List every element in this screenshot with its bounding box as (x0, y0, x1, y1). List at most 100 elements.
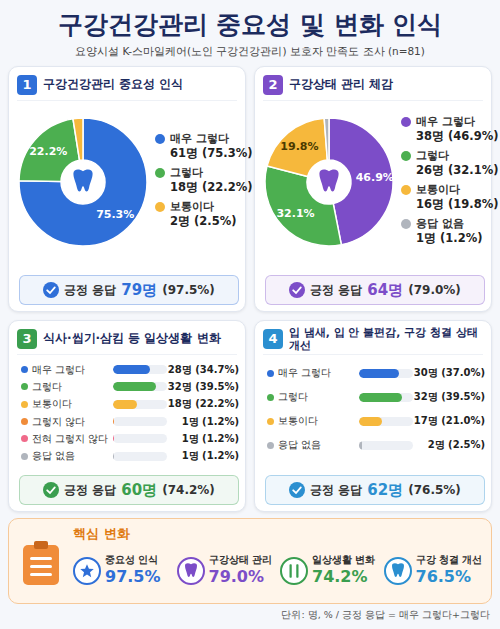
check-icon (43, 482, 59, 498)
footnote: 단위: 명, % / 긍정 응답 = 매우 그렇다+그렇다 (10, 609, 490, 622)
legend-dot (401, 219, 411, 229)
tooth-icon (73, 170, 92, 192)
icon-glyph (392, 563, 404, 577)
tooth (185, 563, 197, 577)
legend-count: 2명 (2.5%) (170, 214, 236, 229)
summary: 핵심 변화중요성 인식97.5%구강상태 관리79.0%일상생활 변화74.2%… (8, 518, 492, 604)
fork (290, 564, 292, 578)
positive-count: 62명 (367, 481, 403, 500)
positive-box: 긍정 응답60명(74.2%) (19, 475, 239, 505)
pie-slice (73, 118, 83, 160)
icon-glyph (185, 563, 197, 577)
summary-item-icon (280, 557, 308, 585)
bar-row: 응답 없음2명 (2.5%) (255, 433, 493, 457)
summary-item-label: 중요성 인식 (105, 553, 158, 567)
legend-item: 보통이다2명 (2.5%) (155, 199, 241, 233)
legend-dot (401, 185, 411, 195)
panel-title: 구강상태 관리 체감 (289, 77, 485, 92)
legend-dot (155, 202, 165, 212)
summary-item-value: 76.5% (416, 567, 472, 586)
bar-value-label: 1명 (1.2%) (167, 449, 239, 463)
bar-track (359, 441, 413, 450)
category-label: 매우 그렇다 (32, 363, 85, 377)
pie-slice (265, 166, 341, 246)
check-circle (43, 282, 59, 298)
legend-item: 매우 그렇다61명 (75.3%) (155, 131, 241, 165)
category-dot (267, 394, 274, 401)
positive-count: 79명 (121, 281, 157, 300)
category-label: 응답 없음 (32, 449, 75, 463)
bar-value-label: 30명 (37.0%) (413, 366, 485, 380)
bar-track (113, 417, 167, 426)
panel: 4입 냄새, 입 안 불편감, 구강 청결 상태 개선매우 그렇다30명 (37… (254, 320, 492, 512)
category-label: 전혀 그렇지 않다 (32, 432, 108, 446)
legend-item: 응답 없음1명 (1.2%) (401, 216, 487, 250)
bar-track (113, 382, 167, 391)
bar (359, 417, 382, 426)
category-label: 그렇다 (32, 380, 62, 394)
legend-item: 그렇다26명 (32.1%) (401, 148, 487, 182)
bar-track (113, 452, 167, 461)
bar-value-label: 2명 (2.5%) (413, 438, 485, 452)
slice-label: 75.3% (96, 208, 134, 221)
check-icon (43, 282, 59, 298)
category-dot (21, 401, 28, 408)
category-label: 보통이다 (32, 397, 72, 411)
category-label: 그렇다 (278, 390, 308, 404)
tooth-icon (319, 170, 338, 192)
clipboard (23, 545, 59, 585)
summary-item: 구강 청결 개선76.5% (384, 547, 488, 597)
positive-label: 긍정 응답 (310, 482, 362, 499)
positive-label: 긍정 응답 (64, 282, 116, 299)
bar-row: 그렇지 않다1명 (1.2%) (9, 413, 247, 430)
bar (113, 452, 114, 461)
category-dot (267, 442, 274, 449)
summary-item-icon (73, 557, 101, 585)
bar-value-label: 1명 (1.2%) (167, 432, 239, 446)
positive-percent: (97.5%) (162, 283, 215, 297)
legend-count: 16명 (19.8%) (416, 197, 498, 212)
legend-count: 1명 (1.2%) (416, 231, 482, 246)
panel-title: 식사·씹기·삼킴 등 일상생활 변화 (43, 331, 239, 346)
legend-item: 보통이다16명 (19.8%) (401, 182, 487, 216)
legend-item: 그렇다18명 (22.2%) (155, 165, 241, 199)
summary-item-icon (177, 557, 205, 585)
bar-track (113, 434, 167, 443)
center-icon (73, 170, 92, 192)
panel-title: 입 냄새, 입 안 불편감, 구강 청결 상태 개선 (289, 326, 485, 352)
bar-row: 매우 그렇다28명 (34.7%) (9, 361, 247, 378)
bar-value-label: 1명 (1.2%) (167, 415, 239, 429)
title: 구강건강관리 중요성 및 변화 인식 (0, 8, 500, 41)
category-dot (21, 453, 28, 460)
category-label: 보통이다 (278, 414, 318, 428)
icon-circle (281, 558, 307, 584)
positive-percent: (74.2%) (162, 483, 215, 497)
bar-track (113, 365, 167, 374)
bar-track (359, 417, 413, 426)
pie: 46.9%32.1%19.8% (259, 107, 399, 257)
legend-count: 61명 (75.3%) (170, 146, 252, 161)
bar-track (113, 400, 167, 409)
bar (359, 441, 362, 450)
summary-item-icon (384, 557, 412, 585)
legend-count: 18명 (22.2%) (170, 180, 252, 195)
bar (359, 369, 399, 378)
legend-count: 26명 (32.1%) (416, 163, 498, 178)
title-rule (17, 354, 237, 355)
slice-label: 22.2% (29, 145, 67, 158)
bar (113, 417, 114, 426)
positive-box: 긍정 응답 79명 (97.5%) (19, 275, 239, 305)
bar (113, 382, 156, 391)
check-icon (289, 282, 305, 298)
bar-track (359, 369, 413, 378)
legend-category: 보통이다 (416, 182, 460, 197)
icon-glyph (290, 564, 299, 578)
check-mark (47, 287, 55, 293)
positive-label: 긍정 응답 (310, 282, 362, 299)
positive-percent: (76.5%) (408, 483, 461, 497)
category-dot (267, 370, 274, 377)
category-dot (21, 366, 28, 373)
summary-item-label: 구강상태 관리 (209, 553, 272, 567)
bar-row: 전혀 그렇지 않다 1명 (1.2%) (9, 430, 247, 447)
bar-row: 응답 없음 1명 (1.2%) (9, 448, 247, 465)
